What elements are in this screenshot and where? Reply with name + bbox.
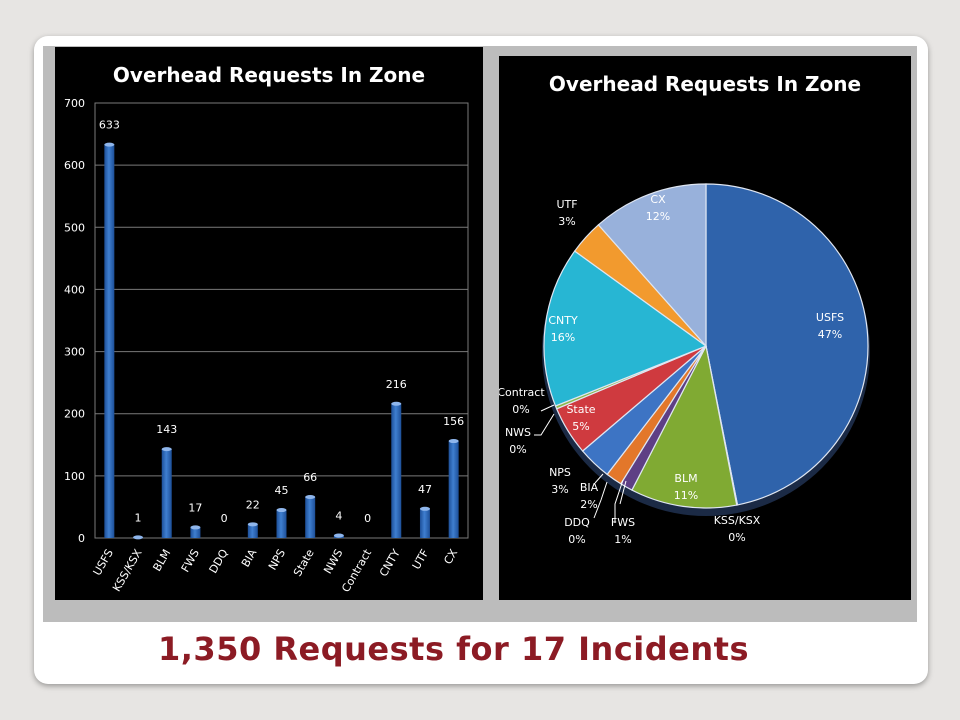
x-tick-label: DDQ [207, 547, 231, 576]
y-tick-label: 600 [64, 159, 85, 172]
pie-label-name: NPS [549, 466, 571, 479]
bar-cap [247, 522, 258, 527]
bar [247, 524, 258, 538]
pie-chart-panel: Overhead Requests In Zone USFS 47% KSS/KSX… [499, 56, 911, 600]
pie-label-pct: 0% [568, 533, 585, 546]
bar [104, 144, 115, 538]
pie-label-name: Contract [499, 386, 545, 399]
bar-chart-panel: Overhead Requests In Zone 0 100 200 300 400 5… [55, 47, 483, 600]
bar-cap [104, 142, 115, 147]
data-label: 45 [275, 484, 289, 497]
pie-slice [543, 250, 708, 407]
x-tick-label: BIA [239, 547, 260, 570]
data-label: 633 [99, 119, 120, 132]
y-tick-label: 200 [64, 408, 85, 421]
pie-label-pct: 2% [580, 498, 597, 511]
x-tick-label: State [291, 547, 317, 579]
data-label: 47 [418, 483, 432, 496]
x-tick-label: BLM [150, 547, 173, 574]
pie-label-name: UTF [556, 198, 577, 211]
data-label: 17 [188, 501, 202, 514]
data-label: 156 [443, 415, 464, 428]
x-tick-label: UTF [410, 547, 432, 572]
pie-label-pct: 12% [646, 210, 670, 223]
leader-line [594, 473, 604, 484]
x-tick-label: NWS [321, 547, 345, 576]
y-tick-label: 0 [78, 532, 85, 545]
pie-label-pct: 16% [551, 331, 575, 344]
leader-line [540, 404, 555, 412]
pie-label-pct: 0% [728, 531, 745, 544]
leader-line [534, 413, 555, 436]
bar [190, 527, 201, 538]
bar-cap [161, 447, 172, 452]
slide-caption: 1,350 Requests for 17 Incidents [158, 630, 749, 668]
pie-slice [597, 183, 707, 348]
data-label: 1 [135, 511, 142, 524]
data-label: 216 [386, 378, 407, 391]
y-tick-label: 400 [64, 283, 85, 296]
pie-label-name: USFS [816, 311, 844, 324]
bar-cap [190, 525, 201, 530]
bar [161, 449, 172, 538]
pie-chart-title: Overhead Requests In Zone [548, 72, 862, 96]
y-tick-label: 300 [64, 346, 85, 359]
bar-cap [276, 508, 287, 513]
pie-label-pct: 1% [614, 533, 631, 546]
bar-chart-title: Overhead Requests In Zone [112, 63, 426, 87]
plot-area [94, 102, 469, 539]
data-label: 0 [364, 512, 371, 525]
pie-label-pct: 3% [558, 215, 575, 228]
leader-line [593, 481, 608, 519]
data-label: 4 [335, 510, 342, 523]
x-tick-label: NPS [266, 547, 288, 572]
bar-cap [419, 506, 430, 511]
pie-label-pct: 5% [572, 420, 589, 433]
bar [448, 441, 459, 538]
pie-label-name: KSS/KSX [714, 514, 761, 527]
pie-label-name: CNTY [548, 314, 578, 327]
y-tick-label: 500 [64, 221, 85, 234]
bar [391, 403, 402, 538]
leader-line [619, 480, 627, 505]
y-tick-label: 100 [64, 470, 85, 483]
pie-label-pct: 0% [512, 403, 529, 416]
pie-label-name: CX [650, 193, 666, 206]
bar [419, 508, 430, 538]
pie-label-name: BIA [580, 481, 599, 494]
pie-label-pct: 47% [818, 328, 842, 341]
pie-label-name: FWS [611, 516, 635, 529]
pie-label-pct: 11% [674, 489, 698, 502]
pie-slice [705, 183, 869, 506]
pie-label-pct: 0% [509, 443, 526, 456]
pie-slice [631, 344, 738, 509]
pie-label-name: NWS [505, 426, 531, 439]
pie-chart: USFS 47% KSS/KSX 0% BLM 11% FWS 1% DDQ 0% BIA 2% NPS… [499, 183, 870, 546]
x-tick-label: FWS [179, 547, 202, 574]
data-label: 0 [221, 512, 228, 525]
x-tick-label: USFS [91, 547, 116, 578]
bar-cap [305, 494, 316, 499]
pie-label-name: BLM [674, 472, 697, 485]
data-label: 22 [246, 498, 260, 511]
pie-label-pct: 3% [551, 483, 568, 496]
bar [305, 496, 316, 538]
leader-line [614, 479, 624, 523]
pie-label-name: State [566, 403, 595, 416]
y-tick-label: 700 [64, 97, 85, 110]
x-tick-label: CNTY [377, 547, 403, 579]
x-tick-label: CX [441, 547, 460, 567]
bar-chart: 0100200300400500600700633USFS1KSS/KSX143… [64, 97, 469, 594]
bar-cap [133, 535, 144, 540]
bar-cap [391, 401, 402, 406]
bar-cap [333, 533, 344, 538]
data-label: 143 [156, 423, 177, 436]
pie-label-name: DDQ [564, 516, 590, 529]
bar-cap [448, 439, 459, 444]
bar [276, 510, 287, 538]
data-label: 66 [303, 471, 317, 484]
